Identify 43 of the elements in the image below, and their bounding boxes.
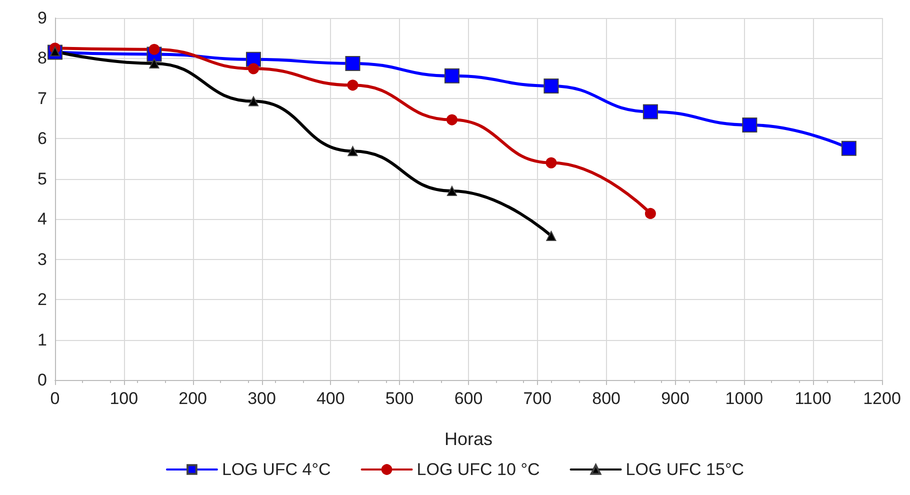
point: [644, 208, 656, 219]
y-tick-label: 8: [38, 48, 47, 68]
y-tick-label: 5: [38, 169, 47, 188]
y-tick-label: 3: [38, 250, 47, 269]
legend-label: LOG UFC 4°C: [222, 460, 331, 479]
x-tick-label: 0: [50, 389, 60, 408]
x-tick-label: 500: [385, 389, 414, 408]
y-tick-label: 6: [38, 129, 47, 148]
x-tick-label: 1200: [863, 389, 901, 408]
x-tick-label: 400: [316, 389, 345, 408]
point: [642, 104, 658, 120]
point: [546, 231, 556, 242]
y-tick-label: 2: [38, 290, 47, 310]
x-tick-label: 100: [110, 389, 138, 408]
point: [149, 58, 160, 68]
point: [446, 186, 457, 196]
point: [544, 78, 559, 94]
y-tick-label: 0: [38, 370, 47, 390]
point: [248, 63, 259, 74]
point: [546, 157, 557, 168]
y-tick-label: 4: [38, 210, 47, 229]
point: [248, 96, 258, 106]
x-tick-label: 800: [592, 389, 621, 408]
x-axis-title: Horas: [444, 429, 493, 449]
x-tick-label: 600: [454, 389, 483, 408]
y-tick-label: 7: [38, 88, 47, 108]
point: [444, 68, 460, 84]
y-tick-label: 1: [38, 330, 47, 350]
x-tick-label: 1000: [725, 389, 764, 408]
legend-label: LOG UFC 10 °C: [416, 460, 540, 479]
point: [345, 56, 360, 71]
x-tick-label: 300: [248, 389, 276, 408]
y-tick-label: 9: [38, 8, 47, 28]
legend-label: LOG UFC 15°C: [626, 460, 744, 479]
x-tick-label: 900: [661, 389, 690, 408]
x-tick-label: 700: [523, 389, 552, 408]
point: [446, 114, 458, 126]
point: [347, 80, 358, 91]
point: [742, 117, 758, 132]
x-tick-label: 1100: [794, 389, 832, 408]
point: [348, 146, 358, 156]
point: [841, 140, 856, 156]
x-tick-label: 200: [178, 389, 208, 408]
